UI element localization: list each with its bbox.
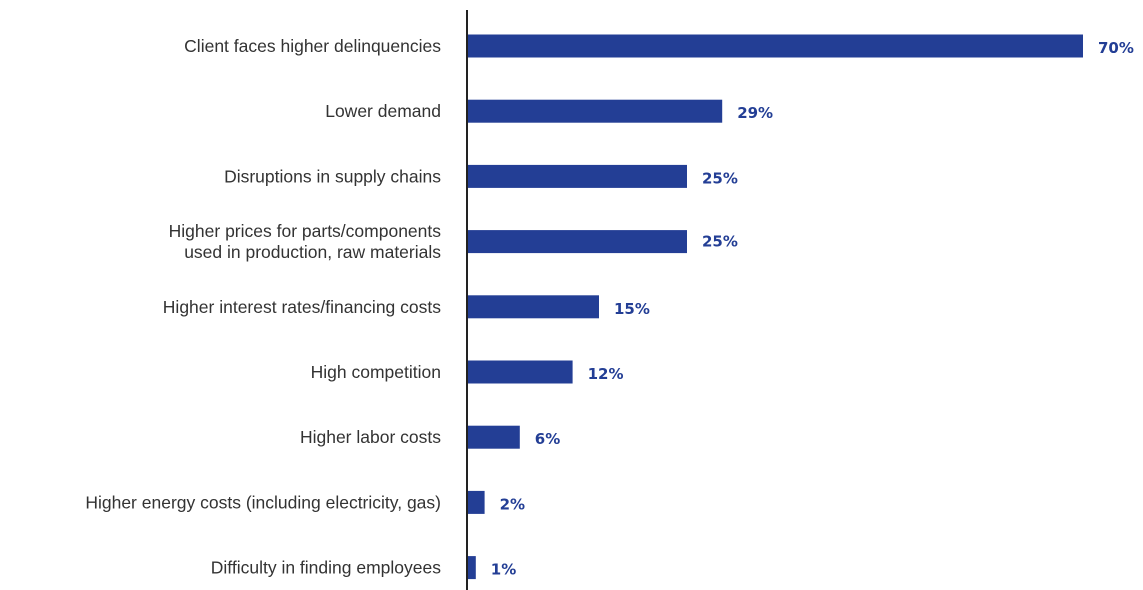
bar xyxy=(467,556,476,580)
category-label: Higher energy costs (including electrici… xyxy=(85,492,441,512)
bar xyxy=(467,360,573,384)
bar xyxy=(467,490,485,514)
bars-group xyxy=(467,34,1083,580)
category-label-line: Difficulty in finding employees xyxy=(211,558,441,578)
category-label-line: Lower demand xyxy=(325,101,441,121)
category-label: Higher prices for parts/components used i… xyxy=(169,221,442,262)
category-label-line: Disruptions in supply chains xyxy=(224,166,441,186)
value-label: 25% xyxy=(702,169,738,187)
value-label: 15% xyxy=(614,300,650,318)
bar xyxy=(467,425,520,449)
bar xyxy=(467,295,599,319)
value-labels-group: 70% 29% 25% 25% 15% 12% 6% 2% 1% xyxy=(491,39,1134,579)
value-label: 6% xyxy=(535,430,560,448)
category-label-line: High competition xyxy=(311,362,441,382)
bar xyxy=(467,230,687,254)
category-label-line: Higher labor costs xyxy=(300,427,441,447)
bar xyxy=(467,34,1083,58)
category-label: Client faces higher delinquencies xyxy=(184,36,441,56)
category-labels-group: Client faces higher delinquencies Lower d… xyxy=(85,36,441,578)
value-label: 12% xyxy=(588,365,624,383)
category-label: High competition xyxy=(311,362,441,382)
bar xyxy=(467,164,687,188)
value-label: 70% xyxy=(1098,39,1134,57)
value-label: 29% xyxy=(737,104,773,122)
value-label: 1% xyxy=(491,561,516,579)
category-label: Lower demand xyxy=(325,101,441,121)
category-label-line: used in production, raw materials xyxy=(184,242,441,262)
category-label: Difficulty in finding employees xyxy=(211,558,441,578)
category-label-line: Higher prices for parts/components xyxy=(169,221,442,241)
category-label-line: Client faces higher delinquencies xyxy=(184,36,441,56)
category-label-line: Higher energy costs (including electrici… xyxy=(85,492,441,512)
category-label: Higher interest rates/financing costs xyxy=(163,297,441,317)
bar xyxy=(467,99,723,123)
value-label: 25% xyxy=(702,233,738,251)
category-label: Disruptions in supply chains xyxy=(224,166,441,186)
category-label-line: Higher interest rates/financing costs xyxy=(163,297,441,317)
category-label: Higher labor costs xyxy=(300,427,441,447)
value-label: 2% xyxy=(500,495,525,513)
